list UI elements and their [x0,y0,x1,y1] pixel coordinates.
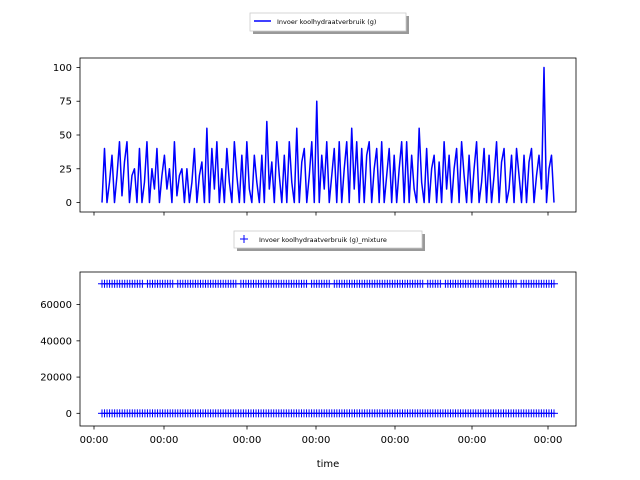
top-y-tick-label: 25 [59,164,72,175]
bottom-panel: Invoer koolhydraatverbruik (g)_mixture 0… [40,230,577,470]
top-panel: Invoer koolhydraatverbruik (g) 0 25 50 75 10… [53,12,577,216]
bottom-x-tick-label: 00:00 [381,435,410,446]
bottom-y-tick-label: 40000 [40,336,72,347]
top-y-tick-label: 100 [53,63,72,74]
top-y-axis: 0 25 50 75 100 [53,63,80,209]
bottom-plot-frame [79,271,577,427]
bottom-y-tick-label: 20000 [40,373,72,384]
top-legend: Invoer koolhydraatverbruik (g) [249,12,409,34]
top-series-line [101,66,555,204]
bottom-y-tick-label: 60000 [40,300,72,311]
top-y-tick-label: 75 [59,97,72,108]
top-y-tick-label: 0 [66,198,72,209]
top-legend-label: Invoer koolhydraatverbruik (g) [277,18,376,26]
top-x-axis [93,212,549,216]
bottom-legend: Invoer koolhydraatverbruik (g)_mixture [233,230,425,251]
top-y-tick-label: 50 [59,131,72,142]
bottom-x-tick-label: 00:00 [80,435,109,446]
top-series-polyline [101,66,555,204]
bottom-x-axis: 00:00 00:00 00:00 00:00 00:00 00:00 00:00 [80,426,563,446]
bottom-y-axis: 0 20000 40000 60000 [40,300,80,420]
bottom-point [550,409,558,418]
bottom-series-points [98,279,558,418]
bottom-x-tick-label: 00:00 [302,435,331,446]
bottom-legend-box [233,230,423,249]
x-axis-title: time [317,459,340,470]
bottom-x-tick-label: 00:00 [458,435,487,446]
bottom-legend-label: Invoer koolhydraatverbruik (g)_mixture [259,236,387,244]
bottom-x-tick-label: 00:00 [150,435,179,446]
bottom-y-tick-label: 0 [66,409,72,420]
bottom-x-tick-label: 00:00 [534,435,563,446]
bottom-point [550,279,558,288]
bottom-x-tick-label: 00:00 [233,435,262,446]
top-legend-box [249,12,407,32]
